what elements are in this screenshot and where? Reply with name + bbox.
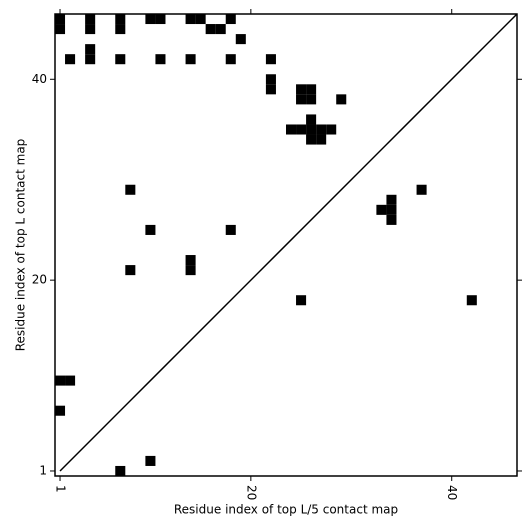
contact-cell bbox=[386, 214, 397, 225]
contact-cell bbox=[296, 295, 307, 306]
contact-cell bbox=[65, 54, 76, 65]
contact-cell bbox=[286, 124, 297, 135]
contact-cell bbox=[316, 134, 327, 145]
contact-cell bbox=[265, 54, 276, 65]
contact-cell bbox=[85, 54, 96, 65]
contact-cell bbox=[265, 74, 276, 85]
x-tick-label: 40 bbox=[445, 485, 459, 500]
contact-cell bbox=[65, 375, 76, 386]
contact-cell bbox=[306, 94, 317, 105]
contact-cell bbox=[376, 204, 387, 215]
contact-cell bbox=[185, 14, 196, 25]
y-tick-label: 40 bbox=[32, 72, 47, 86]
contact-cell bbox=[115, 54, 126, 65]
contact-cell bbox=[296, 124, 307, 135]
x-tick-label: 1 bbox=[54, 485, 68, 493]
contact-cell bbox=[85, 24, 96, 35]
y-tick-label: 1 bbox=[39, 463, 47, 477]
plot-frame bbox=[54, 13, 518, 477]
contact-cell bbox=[416, 184, 427, 195]
contact-cell bbox=[185, 54, 196, 65]
contact-cell bbox=[326, 124, 337, 135]
contact-cell bbox=[125, 265, 136, 276]
contact-cell bbox=[85, 14, 96, 25]
contact-cell bbox=[386, 204, 397, 215]
contact-cell bbox=[215, 24, 226, 35]
contact-cell bbox=[306, 114, 317, 125]
contact-cell bbox=[195, 14, 206, 25]
contact-cell bbox=[306, 134, 317, 145]
contact-cell bbox=[145, 14, 156, 25]
contact-cell bbox=[296, 84, 307, 95]
contact-cell bbox=[466, 295, 477, 306]
contact-cell bbox=[225, 54, 236, 65]
contact-cell bbox=[225, 224, 236, 235]
contact-cell bbox=[55, 375, 66, 386]
contact-cell bbox=[296, 94, 307, 105]
contact-cell bbox=[386, 194, 397, 205]
contact-cell bbox=[55, 14, 66, 25]
contact-cell bbox=[316, 124, 327, 135]
contact-cell bbox=[55, 24, 66, 35]
contact-cell bbox=[55, 405, 66, 416]
contact-cell bbox=[145, 224, 156, 235]
x-tick-label: 20 bbox=[244, 485, 258, 500]
contact-cell bbox=[115, 24, 126, 35]
contact-cell bbox=[115, 465, 126, 476]
contact-cell bbox=[115, 14, 126, 25]
contact-cell bbox=[155, 54, 166, 65]
contact-cell bbox=[185, 255, 196, 266]
contact-cell bbox=[125, 184, 136, 195]
contact-cell bbox=[155, 14, 166, 25]
contact-cell bbox=[235, 34, 246, 45]
contact-cell bbox=[306, 84, 317, 95]
x-axis-label: Residue index of top L/5 contact map bbox=[174, 503, 398, 517]
y-axis-label: Residue index of top L contact map bbox=[14, 139, 28, 352]
contact-cell bbox=[205, 24, 216, 35]
contact-cell bbox=[265, 84, 276, 95]
contact-cell bbox=[306, 124, 317, 135]
contact-cell bbox=[145, 455, 156, 466]
diagonal-line bbox=[59, 13, 518, 472]
y-tick-label: 20 bbox=[32, 273, 47, 287]
contact-cell bbox=[85, 44, 96, 55]
contact-cell bbox=[185, 265, 196, 276]
contact-cell bbox=[336, 94, 347, 105]
contact-cell bbox=[225, 14, 236, 25]
